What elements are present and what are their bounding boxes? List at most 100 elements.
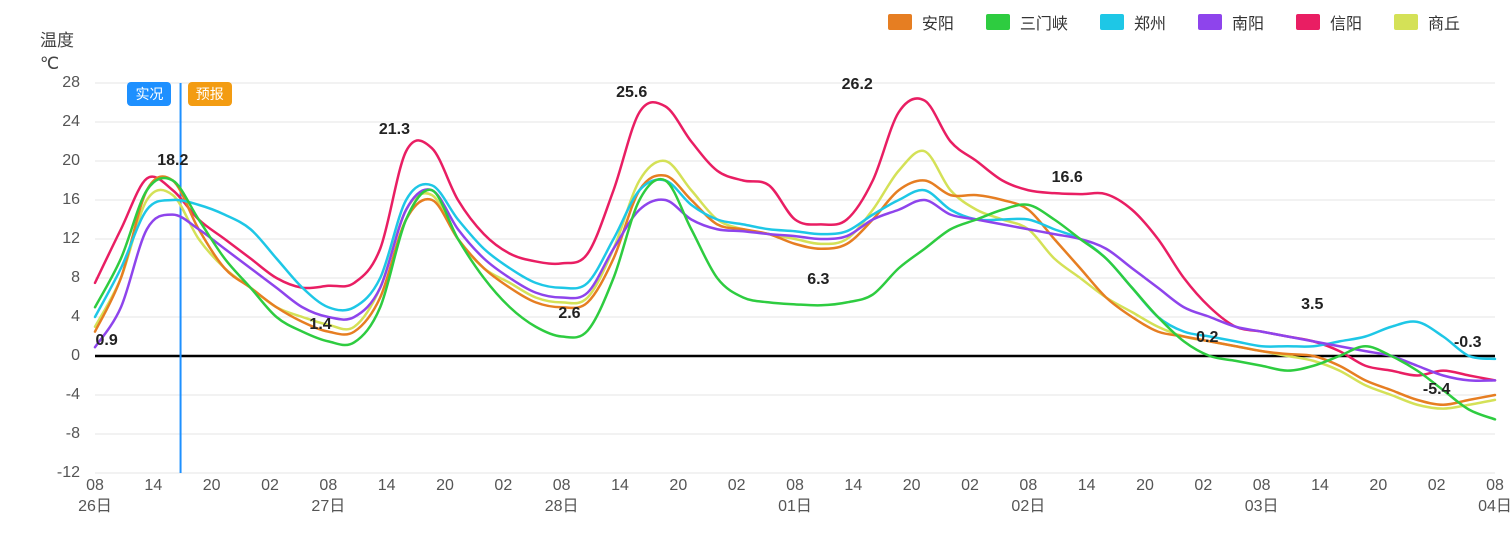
x-tick-hour: 08 [311,476,345,497]
x-tick-hour: 14 [844,476,862,497]
x-tick-day: 26日 [78,497,112,518]
y-tick-label: 8 [71,269,80,287]
legend-swatch [986,14,1010,30]
x-tick-label: 20 [203,476,221,497]
x-tick-hour: 14 [611,476,629,497]
x-tick-label: 14 [1078,476,1096,497]
x-tick-hour: 08 [778,476,812,497]
x-tick-label: 14 [844,476,862,497]
data-point-label: 6.3 [807,271,829,289]
x-tick-label: 14 [144,476,162,497]
x-tick-hour: 20 [903,476,921,497]
x-tick-hour: 08 [1478,476,1510,497]
x-tick-hour: 20 [1369,476,1387,497]
x-tick-hour: 08 [1245,476,1279,497]
legend-item[interactable]: 南阳 [1198,10,1264,34]
x-tick-label: 02 [1428,476,1446,497]
legend-label: 信阳 [1330,10,1362,34]
chart-svg [95,83,1495,473]
x-tick-day: 02日 [1011,497,1045,518]
legend-label: 安阳 [922,10,954,34]
x-tick-label: 0803日 [1245,476,1279,518]
legend-swatch [1296,14,1320,30]
temperature-chart: 安阳三门峡郑州南阳信阳商丘 温度℃ -12-8-40481216202428 实… [20,10,1490,544]
y-axis-title-line: ℃ [40,53,74,76]
x-tick-label: 20 [436,476,454,497]
y-tick-label: 0 [71,347,80,365]
x-tick-label: 14 [611,476,629,497]
legend-item[interactable]: 安阳 [888,10,954,34]
data-point-label: 1.4 [309,316,331,334]
legend-swatch [888,14,912,30]
y-tick-label: 12 [62,230,80,248]
legend-label: 三门峡 [1020,10,1068,34]
legend-item[interactable]: 商丘 [1394,10,1460,34]
data-point-label: 0.9 [96,332,118,350]
x-tick-hour: 14 [1311,476,1329,497]
legend-item[interactable]: 郑州 [1100,10,1166,34]
data-point-label: 16.6 [1052,169,1083,187]
chart-legend: 安阳 三门峡 郑州 南阳 信阳 商丘 [888,10,1460,34]
x-tick-hour: 02 [728,476,746,497]
x-tick-hour: 20 [203,476,221,497]
x-tick-label: 14 [1311,476,1329,497]
x-tick-hour: 02 [261,476,279,497]
legend-label: 南阳 [1232,10,1264,34]
x-tick-label: 20 [669,476,687,497]
actual-badge: 实况 [127,82,171,106]
data-point-label: -5.4 [1423,381,1451,399]
x-tick-day: 28日 [545,497,579,518]
data-point-label: 18.2 [157,152,188,170]
x-tick-hour: 08 [1011,476,1045,497]
x-tick-day: 03日 [1245,497,1279,518]
legend-swatch [1198,14,1222,30]
x-tick-label: 0801日 [778,476,812,518]
x-tick-label: 0826日 [78,476,112,518]
y-tick-label: 20 [62,152,80,170]
x-tick-label: 20 [1369,476,1387,497]
x-tick-label: 02 [1194,476,1212,497]
x-tick-label: 02 [728,476,746,497]
x-tick-label: 02 [261,476,279,497]
series-line [95,178,1495,419]
plot-area: 实况预报18.20.91.421.32.625.66.326.216.60.23… [95,83,1495,473]
legend-item[interactable]: 三门峡 [986,10,1068,34]
x-tick-hour: 02 [1428,476,1446,497]
x-tick-day: 04日 [1478,497,1510,518]
x-tick-label: 02 [961,476,979,497]
y-tick-label: 24 [62,113,80,131]
x-tick-day: 01日 [778,497,812,518]
data-point-label: 3.5 [1301,296,1323,314]
x-tick-hour: 08 [545,476,579,497]
x-tick-label: 20 [903,476,921,497]
data-point-label: 25.6 [616,84,647,102]
x-tick-label: 0828日 [545,476,579,518]
x-tick-hour: 14 [144,476,162,497]
y-axis: -12-8-40481216202428 [20,83,90,473]
data-point-label: -0.3 [1454,334,1482,352]
legend-swatch [1394,14,1418,30]
y-tick-label: -4 [66,386,80,404]
x-tick-hour: 20 [1136,476,1154,497]
y-tick-label: -12 [57,464,80,482]
x-tick-label: 0802日 [1011,476,1045,518]
x-tick-hour: 02 [1194,476,1212,497]
y-axis-title: 温度℃ [40,30,74,76]
x-tick-label: 0827日 [311,476,345,518]
y-tick-label: 4 [71,308,80,326]
x-tick-hour: 20 [436,476,454,497]
legend-item[interactable]: 信阳 [1296,10,1362,34]
data-point-label: 2.6 [558,305,580,323]
x-tick-day: 27日 [311,497,345,518]
x-tick-hour: 02 [961,476,979,497]
x-tick-label: 14 [378,476,396,497]
legend-label: 商丘 [1428,10,1460,34]
y-axis-title-line: 温度 [40,30,74,53]
legend-swatch [1100,14,1124,30]
x-tick-hour: 02 [494,476,512,497]
y-tick-label: -8 [66,425,80,443]
x-tick-hour: 08 [78,476,112,497]
data-point-label: 26.2 [842,76,873,94]
legend-label: 郑州 [1134,10,1166,34]
x-tick-hour: 20 [669,476,687,497]
